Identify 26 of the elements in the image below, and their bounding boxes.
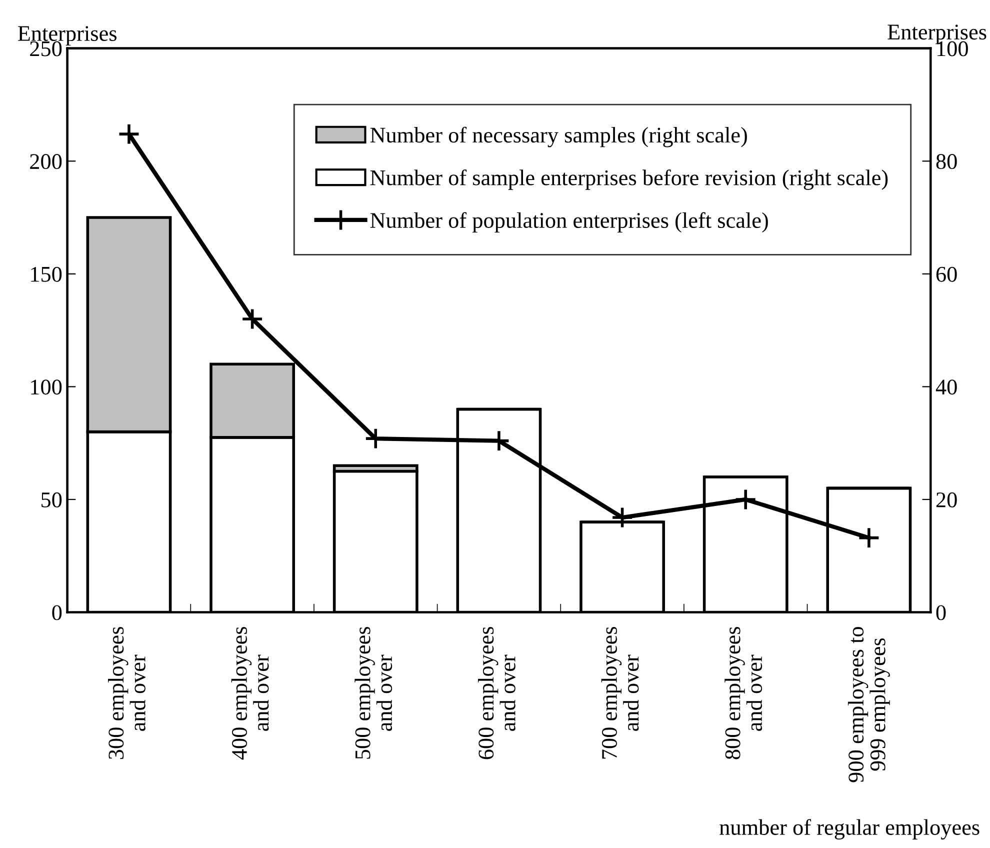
x-tick-label: 400 employees and over [231, 626, 269, 760]
y-tick-label: 200 [30, 154, 62, 170]
y2-tick-label: 60 [936, 266, 957, 282]
y2-tick-label: 0 [936, 605, 946, 620]
x-tick-label: 900 employees to 999 employees [848, 626, 890, 782]
x-axis-title: number of regular employees [720, 819, 980, 840]
point [734, 488, 757, 511]
point [611, 506, 634, 529]
y2-tick-label: 80 [936, 154, 957, 170]
x-tick-label: 500 employees and over [354, 626, 392, 759]
y-tick-label: 50 [42, 492, 62, 508]
x-tick-label: 600 employees and over [478, 626, 516, 760]
y2-tick-label: 20 [936, 492, 957, 508]
legend-label: Number of necessary samples (right scale) [370, 126, 747, 148]
y-tick-label: 150 [31, 266, 62, 282]
x-tick-label: 700 employees and over [601, 626, 639, 759]
x-tick-label: 800 employees and over [724, 626, 762, 760]
legend-label: Number of sample enterprises before revision (right scale) [370, 169, 888, 190]
y2-tick-label: 40 [936, 380, 957, 395]
point [858, 526, 880, 549]
point [118, 122, 140, 146]
y-tick-label: 100 [31, 380, 62, 395]
legend-label: Number of population enterprises (left scale) [370, 212, 768, 232]
y-tick-label: 0 [52, 605, 62, 620]
point [241, 308, 264, 330]
x-tick-label: 300 employees and over [108, 626, 146, 760]
